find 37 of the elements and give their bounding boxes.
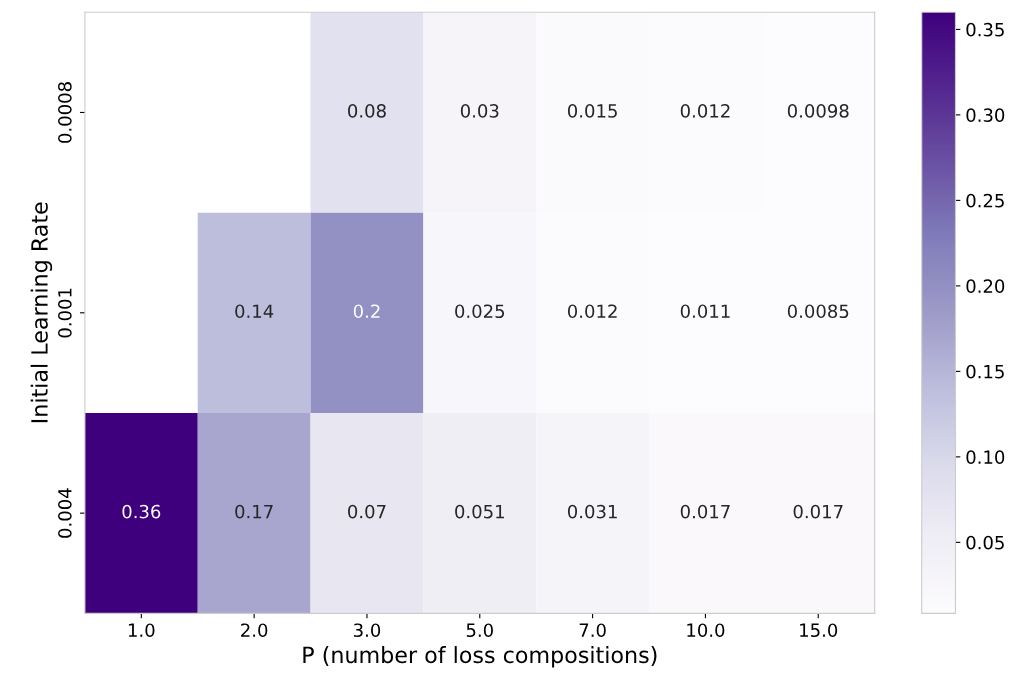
color-bar-label: 0.20 bbox=[966, 279, 1005, 293]
color-bar-label: 0.30 bbox=[966, 108, 1005, 123]
data-label: 0.17 bbox=[235, 504, 273, 519]
y-tick-label: 0.004 bbox=[58, 488, 72, 538]
data-label: 0.07 bbox=[348, 504, 386, 519]
x-tick-label: 5.0 bbox=[466, 623, 493, 638]
color-bar-label: 0.10 bbox=[966, 450, 1005, 464]
x-axis-title: P (number of loss compositions) bbox=[303, 646, 657, 668]
data-label: 0.012 bbox=[680, 104, 730, 118]
data-label: 0.012 bbox=[567, 304, 617, 319]
data-label: 0.0085 bbox=[787, 304, 849, 319]
color-bar-label: 0.15 bbox=[966, 364, 1004, 379]
data-label: 0.14 bbox=[235, 304, 274, 319]
data-label: 0.051 bbox=[455, 504, 504, 519]
data-label: 0.011 bbox=[680, 304, 730, 319]
x-tick-label: 7.0 bbox=[579, 623, 606, 638]
x-tick-label: 1.0 bbox=[128, 623, 155, 638]
x-tick-label: 2.0 bbox=[241, 623, 268, 638]
data-label: 0.03 bbox=[460, 104, 499, 118]
color-bar-label: 0.25 bbox=[966, 193, 1004, 208]
x-tick-label: 10.0 bbox=[687, 623, 725, 638]
x-tick-label: 15.0 bbox=[800, 623, 838, 638]
data-label: 0.017 bbox=[680, 504, 730, 519]
y-tick-label: 0.001 bbox=[58, 288, 72, 338]
y-tick-label: 0.0008 bbox=[58, 82, 72, 143]
data-label: 0.025 bbox=[455, 304, 505, 319]
data-label: 0.08 bbox=[348, 104, 386, 118]
data-label: 0.0098 bbox=[787, 104, 849, 118]
x-tick-label: 3.0 bbox=[353, 623, 381, 638]
color-bar-label: 0.05 bbox=[966, 535, 1004, 550]
data-label: 0.017 bbox=[793, 504, 843, 519]
data-label: 0.36 bbox=[122, 504, 161, 519]
data-label: 0.031 bbox=[567, 504, 617, 519]
data-label: 0.2 bbox=[353, 304, 380, 319]
color-bar-label: 0.35 bbox=[966, 22, 1004, 37]
y-axis-title: Initial Learning Rate bbox=[30, 202, 53, 423]
data-label: 0.015 bbox=[567, 104, 617, 118]
